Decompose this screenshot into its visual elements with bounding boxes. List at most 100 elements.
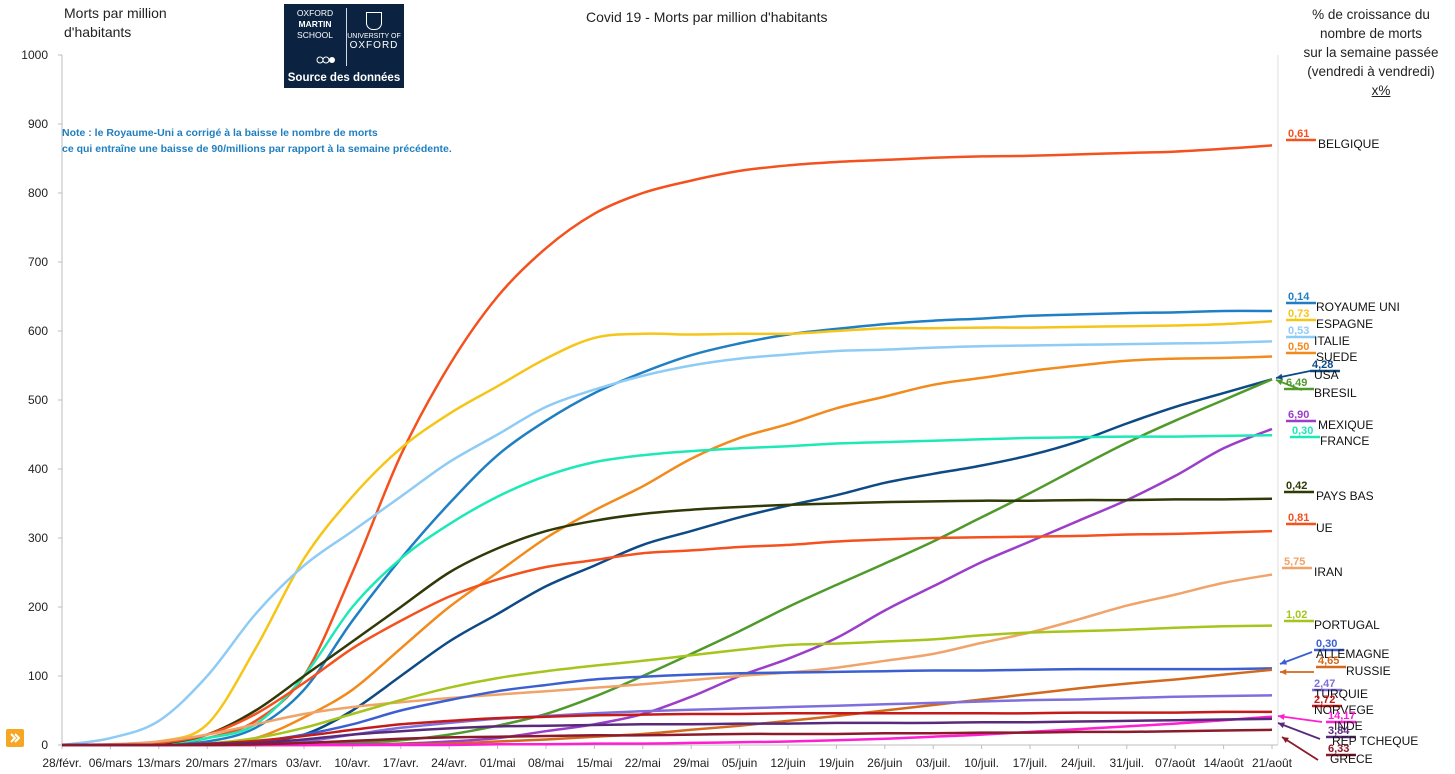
series-label: NORVEGE — [1314, 703, 1374, 717]
growth-value: 0,42 — [1286, 480, 1307, 492]
y-axis-title-line-2: d'habitants — [64, 24, 132, 40]
logo-word-3: SCHOOL — [297, 30, 333, 40]
uk-correction-note: Note : le Royaume-Uni a corrigé à la bai… — [62, 125, 452, 157]
growth-note-line-1: % de croissance du — [1312, 7, 1430, 22]
growth-value: 2,72 — [1314, 694, 1335, 706]
series-line-pays-bas — [61, 497, 1273, 747]
series-label: SUEDE — [1316, 350, 1357, 364]
x-tick-label: 22/mai — [625, 756, 661, 770]
x-tick-label: 26/juin — [867, 756, 902, 770]
x-tick-label: 17/juil. — [1013, 756, 1048, 770]
growth-value: 4,65 — [1318, 655, 1339, 667]
x-tick-label: 24/juil. — [1061, 756, 1096, 770]
oxford-martin-school-mark: OXFORD MARTIN SCHOOL — [288, 8, 342, 66]
growth-note-unit: x% — [1371, 83, 1391, 98]
y-tick-label: 700 — [28, 255, 48, 269]
series-line-grece — [62, 728, 1273, 747]
series-line-bresil — [62, 378, 1273, 747]
logo-oxford: OXFORD — [349, 40, 399, 51]
growth-note-line-4: (vendredi à vendredi) — [1307, 64, 1435, 79]
series-line-france — [61, 433, 1273, 747]
x-tick-label: 05/juin — [722, 756, 757, 770]
x-tick-label: 13/mars — [137, 756, 180, 770]
x-tick-label: 10/juil. — [964, 756, 999, 770]
growth-value: 0,61 — [1288, 128, 1309, 140]
logo-university-of: UNIVERSITY OF — [347, 33, 401, 40]
growth-value: 3,84 — [1328, 725, 1350, 737]
x-tick-label: 31/juil. — [1109, 756, 1144, 770]
series-label: ITALIE — [1314, 334, 1350, 348]
chevrons-icon[interactable] — [6, 729, 24, 747]
series-label: USA — [1314, 368, 1339, 382]
logo-source-caption: Source des données — [287, 72, 401, 84]
growth-note: % de croissance du nombre de morts sur l… — [1286, 5, 1455, 100]
series-label: PAYS BAS — [1316, 489, 1374, 503]
oxford-logo[interactable]: OXFORD MARTIN SCHOOL UNIVERSITY OF OXFOR… — [284, 4, 404, 88]
series-line-rep-tcheque — [62, 717, 1273, 747]
pointer-arrowhead — [1282, 737, 1289, 743]
x-tick-label: 12/juin — [770, 756, 805, 770]
x-tick-label: 21/août — [1252, 756, 1293, 770]
series-line-iran — [61, 573, 1273, 747]
chart-title: Covid 19 - Morts par million d'habitants — [586, 9, 828, 25]
growth-value: 6,90 — [1288, 409, 1309, 421]
series-label: TURQUIE — [1314, 687, 1368, 701]
series-label: IRAN — [1314, 565, 1343, 579]
x-tick-label: 15/mai — [576, 756, 612, 770]
series-line-royaume-uni — [61, 309, 1273, 747]
series-label: REP TCHEQUE — [1332, 734, 1418, 748]
pointer-arrow — [1277, 715, 1323, 723]
logo-dots-icon — [316, 56, 335, 64]
uk-correction-note-line-1: Note : le Royaume-Uni a corrigé à la bai… — [62, 127, 378, 139]
x-tick-label: 03/avr. — [286, 756, 322, 770]
logo-word-1: OXFORD — [296, 8, 334, 18]
x-tick-label: 08/mai — [528, 756, 564, 770]
x-tick-label: 17/avr. — [383, 756, 419, 770]
series-label: RUSSIE — [1346, 664, 1391, 678]
oxford-crest-icon — [366, 12, 382, 30]
y-tick-label: 800 — [28, 186, 48, 200]
pointer-arrowhead — [1276, 373, 1283, 380]
series-line-ue — [61, 529, 1273, 747]
series-label: BELGIQUE — [1318, 137, 1379, 151]
y-tick-label: 200 — [28, 600, 48, 614]
series-label: UE — [1316, 521, 1333, 535]
x-tick-label: 14/août — [1204, 756, 1245, 770]
growth-note-line-3: sur la semaine passée — [1303, 45, 1439, 60]
series-label: PORTUGAL — [1314, 618, 1380, 632]
series-label: ALLEMAGNE — [1316, 647, 1389, 661]
x-tick-label: 07/août — [1155, 756, 1196, 770]
x-tick-label: 20/mars — [186, 756, 229, 770]
series-label: MEXIQUE — [1318, 418, 1373, 432]
series-label: ROYAUME UNI — [1316, 300, 1400, 314]
pointer-arrowhead — [1276, 379, 1283, 386]
series-label: ESPAGNE — [1316, 317, 1373, 331]
y-tick-label: 0 — [41, 738, 48, 752]
series-line-italie — [61, 340, 1273, 747]
growth-value: 4,28 — [1312, 359, 1333, 371]
y-tick-label: 1000 — [21, 48, 48, 62]
x-tick-label: 28/févr. — [42, 756, 81, 770]
x-tick-label: 01/mai — [480, 756, 516, 770]
growth-value: 2,47 — [1314, 678, 1335, 690]
series-line-norvege — [62, 710, 1273, 747]
series-line-mexique — [62, 427, 1273, 747]
growth-value: 1,02 — [1286, 609, 1307, 621]
series-line-portugal — [62, 624, 1273, 747]
growth-value: 14,17 — [1328, 710, 1356, 722]
y-axis-title: Morts par million d'habitants — [64, 4, 167, 42]
logo-word-2: MARTIN — [298, 19, 332, 29]
growth-value: 0,50 — [1288, 341, 1309, 353]
pointer-arrow — [1281, 736, 1319, 761]
pointer-arrow — [1277, 722, 1321, 740]
growth-value: 0,30 — [1316, 638, 1337, 650]
x-tick-label: 06/mars — [89, 756, 132, 770]
y-axis-title-line-1: Morts par million — [64, 5, 167, 21]
series-line-usa — [62, 378, 1273, 747]
growth-value: 5,75 — [1284, 556, 1305, 568]
university-of-oxford-mark: UNIVERSITY OF OXFORD — [346, 8, 401, 66]
growth-value: 6,33 — [1328, 743, 1349, 755]
series-label: FRANCE — [1320, 434, 1369, 448]
y-tick-label: 400 — [28, 462, 48, 476]
